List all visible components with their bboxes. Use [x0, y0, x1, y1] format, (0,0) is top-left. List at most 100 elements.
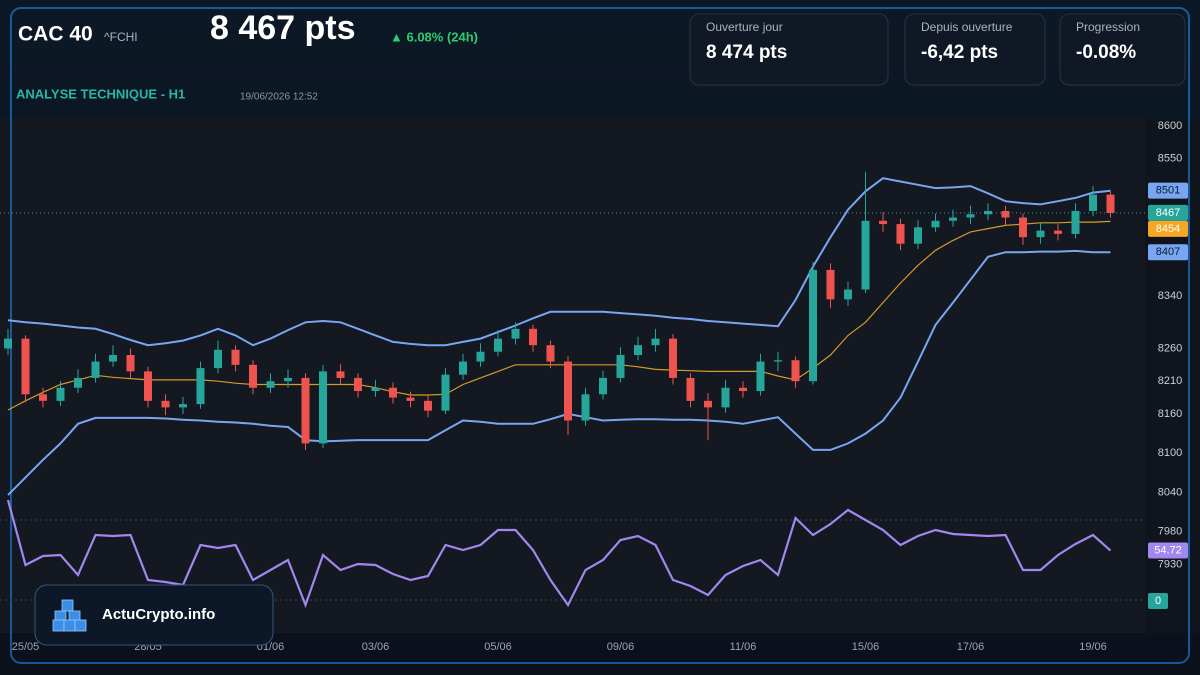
- candle-body: [879, 220, 887, 225]
- candle-body: [126, 355, 135, 372]
- price-badge-label: 8501: [1156, 185, 1180, 197]
- x-tick-label: 05/06: [484, 641, 512, 653]
- x-tick-label: 11/06: [730, 641, 757, 653]
- candle-body: [1106, 194, 1115, 213]
- y-tick-label: 8210: [1158, 375, 1182, 387]
- candle-body: [581, 394, 590, 421]
- candle-body: [476, 351, 485, 362]
- candle-body: [336, 371, 345, 378]
- candle-body: [791, 360, 800, 382]
- candle-body: [494, 338, 502, 352]
- y-tick-label: 8040: [1158, 486, 1182, 498]
- brand-icon: [52, 599, 87, 632]
- candle-body: [459, 361, 467, 375]
- candle-body: [914, 227, 922, 244]
- candle-body: [896, 224, 905, 244]
- chart-subtitle: 19/06/2026 12:52: [240, 92, 318, 103]
- candle-body: [214, 349, 222, 369]
- candle-body: [406, 397, 415, 401]
- card-label: Ouverture jour: [706, 20, 783, 34]
- candle-body: [809, 269, 817, 382]
- candle-body: [826, 269, 835, 300]
- candle-body: [704, 400, 712, 408]
- candle-body: [74, 377, 82, 388]
- rsi-badge-label: 54.72: [1154, 544, 1182, 556]
- plot-area: [0, 118, 1145, 633]
- candle-body: [196, 368, 205, 405]
- price-badge-label: 8467: [1156, 207, 1180, 219]
- price-badge: [1148, 204, 1188, 221]
- y-tick-label: 7930: [1158, 558, 1182, 570]
- y-tick-label: 8340: [1158, 290, 1182, 302]
- candle-body: [931, 220, 940, 228]
- y-tick-label: 8550: [1158, 152, 1182, 164]
- candle-body: [371, 387, 380, 392]
- candle-body: [301, 377, 310, 444]
- moving-average: [7, 220, 1111, 411]
- candle-body: [179, 404, 187, 408]
- candle-body: [1019, 217, 1027, 238]
- candle-body: [616, 355, 625, 378]
- candle-body: [1054, 230, 1062, 234]
- candle-body: [686, 377, 695, 401]
- candle-body: [266, 381, 275, 388]
- x-tick-label: 19/06: [1079, 641, 1107, 653]
- candle-body: [651, 338, 660, 346]
- candle-body: [844, 289, 852, 300]
- cube: [74, 619, 87, 632]
- rsi-line: [6, 499, 1112, 609]
- candle-body: [966, 214, 975, 218]
- price-badge-label: 8407: [1156, 246, 1180, 258]
- candle-body: [39, 394, 47, 401]
- candle-body: [1036, 230, 1045, 238]
- price-badge: [1148, 220, 1188, 237]
- candle-body: [739, 387, 747, 392]
- x-tick-label: 09/06: [607, 641, 635, 653]
- card-label: Progression: [1076, 20, 1140, 34]
- card-value: -0.08%: [1076, 42, 1136, 63]
- rsi-badge: [1148, 542, 1188, 559]
- candle-body: [4, 338, 12, 349]
- candle-body: [249, 364, 257, 388]
- candle-body: [56, 387, 65, 401]
- candle-body: [161, 400, 170, 408]
- candle-body: [861, 220, 870, 290]
- candle-body: [424, 400, 432, 411]
- candle-body: [109, 355, 117, 362]
- brand-name: ActuCrypto.info: [102, 606, 215, 623]
- candle-body: [634, 345, 642, 356]
- y-tick-label: 8260: [1158, 342, 1182, 354]
- change: ▲ 6.08% (24h): [390, 29, 478, 44]
- cube: [52, 619, 65, 632]
- candle-body: [1071, 210, 1080, 234]
- chart-title: ANALYSE TECHNIQUE - H1: [16, 86, 185, 101]
- price-badge: [1148, 244, 1188, 261]
- candle-body: [144, 371, 152, 401]
- x-tick-label: 03/06: [362, 641, 390, 653]
- candle-body: [756, 361, 765, 392]
- y-tick-label: 8600: [1158, 120, 1182, 132]
- candle-body: [91, 361, 100, 378]
- candle-body: [389, 387, 397, 398]
- brand-badge: ActuCrypto.info: [34, 584, 274, 646]
- candle-body: [21, 338, 30, 395]
- indicator-badge-label: 0: [1155, 595, 1161, 607]
- frame: [10, 7, 1190, 664]
- x-tick-label: 25/05: [12, 641, 40, 653]
- bollinger-upper: [7, 177, 1111, 347]
- candle-body: [284, 377, 292, 382]
- candle-body: [669, 338, 677, 378]
- x-tick-label: 17/06: [957, 641, 985, 653]
- candle-body: [441, 374, 450, 411]
- card-label: Depuis ouverture: [921, 20, 1013, 34]
- candle-body: [949, 217, 957, 221]
- bollinger-lower: [7, 249, 1111, 496]
- candle-body: [564, 361, 572, 421]
- candle-body: [354, 377, 362, 392]
- card: [689, 13, 889, 86]
- candle-body: [511, 328, 520, 339]
- candle-body: [231, 349, 240, 365]
- cube: [63, 619, 76, 632]
